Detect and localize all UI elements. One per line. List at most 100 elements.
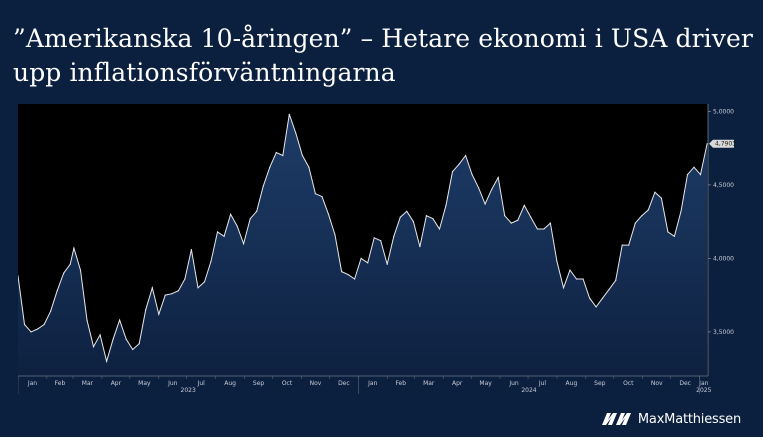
data-point bbox=[478, 187, 480, 189]
data-point bbox=[151, 287, 153, 289]
x-tick-label: May bbox=[138, 380, 151, 387]
data-point bbox=[497, 176, 499, 179]
data-point bbox=[216, 231, 219, 233]
data-point bbox=[406, 210, 408, 212]
data-point bbox=[334, 234, 336, 236]
data-point bbox=[132, 348, 134, 351]
data-point bbox=[634, 222, 636, 224]
data-point bbox=[445, 204, 447, 206]
data-point bbox=[295, 132, 297, 134]
data-point bbox=[510, 222, 512, 224]
data-point bbox=[530, 216, 532, 218]
x-tick-label: Dec bbox=[338, 380, 350, 387]
data-point bbox=[419, 246, 421, 248]
data-point bbox=[308, 166, 310, 168]
x-tick-label: Aug bbox=[224, 380, 236, 387]
x-tick-label: Feb bbox=[395, 380, 406, 387]
data-point bbox=[37, 328, 39, 330]
data-point bbox=[693, 166, 695, 168]
data-point bbox=[641, 215, 643, 217]
data-point bbox=[523, 204, 525, 206]
data-point bbox=[367, 262, 369, 264]
data-point bbox=[314, 193, 316, 195]
x-tick-label: May bbox=[479, 380, 492, 387]
data-point bbox=[230, 213, 232, 215]
data-point bbox=[341, 271, 343, 273]
data-point bbox=[458, 163, 460, 165]
y-tick-label: 4,0000 bbox=[713, 255, 734, 262]
x-tick-label: Jun bbox=[508, 380, 519, 387]
data-point bbox=[236, 225, 238, 227]
data-point bbox=[615, 279, 617, 281]
data-point bbox=[184, 278, 186, 280]
data-point bbox=[536, 228, 539, 230]
data-point bbox=[256, 210, 258, 212]
data-point bbox=[50, 310, 52, 312]
data-point bbox=[399, 216, 401, 218]
x-tick-label: Oct bbox=[282, 380, 293, 387]
data-point bbox=[112, 338, 114, 340]
y-tick-label: 4,5000 bbox=[713, 182, 734, 189]
year-label: 2025 bbox=[696, 387, 711, 394]
data-point bbox=[177, 290, 179, 292]
data-point bbox=[484, 203, 486, 205]
data-point bbox=[425, 215, 427, 217]
series-area bbox=[18, 114, 708, 377]
data-point bbox=[190, 249, 192, 251]
last-value-box bbox=[709, 139, 734, 148]
data-point bbox=[301, 154, 303, 157]
double-chevron-logo-icon bbox=[601, 413, 631, 425]
data-point bbox=[504, 215, 506, 217]
x-tick-label: Mar bbox=[82, 380, 94, 387]
x-tick-label: Sep bbox=[253, 380, 265, 387]
data-point bbox=[582, 278, 584, 280]
data-point bbox=[680, 210, 682, 212]
x-tick-label: Nov bbox=[310, 380, 322, 387]
y-tick-label: 5,0000 bbox=[713, 108, 734, 115]
data-point bbox=[210, 260, 212, 262]
data-point bbox=[569, 269, 571, 271]
data-point bbox=[647, 209, 649, 211]
data-point bbox=[79, 269, 82, 271]
data-point bbox=[491, 188, 493, 190]
data-point bbox=[197, 287, 199, 289]
data-point bbox=[30, 331, 32, 333]
x-tick-label: Nov bbox=[651, 380, 663, 387]
data-point bbox=[106, 360, 108, 362]
data-point bbox=[628, 244, 630, 246]
x-tick-label: Oct bbox=[623, 380, 634, 387]
brand-name: MaxMatthiessen bbox=[637, 411, 741, 427]
data-point bbox=[164, 294, 166, 296]
x-tick-label: Feb bbox=[55, 380, 66, 387]
data-point bbox=[43, 323, 45, 326]
x-tick-label: Jan bbox=[367, 380, 377, 387]
data-point bbox=[275, 151, 277, 154]
data-point bbox=[262, 185, 264, 187]
data-point bbox=[608, 288, 610, 290]
data-point bbox=[18, 275, 19, 277]
data-point bbox=[575, 278, 578, 280]
data-point bbox=[203, 281, 206, 283]
data-point bbox=[243, 243, 245, 245]
data-point bbox=[269, 166, 271, 168]
data-point bbox=[465, 154, 467, 157]
data-point bbox=[145, 309, 147, 311]
x-tick-label: Apr bbox=[452, 380, 463, 387]
data-point bbox=[699, 174, 702, 176]
x-tick-label: Dec bbox=[679, 380, 691, 387]
data-point bbox=[451, 171, 454, 173]
data-point bbox=[602, 297, 604, 299]
x-tick-label: Jul bbox=[197, 380, 206, 387]
data-point bbox=[63, 272, 65, 274]
data-point bbox=[99, 334, 101, 336]
data-point bbox=[158, 313, 160, 315]
data-point bbox=[373, 237, 375, 239]
chart: 5,0000 4,5000 4,0000 3,5000 4,7903 Jan Feb Mar… bbox=[18, 104, 742, 394]
data-point bbox=[549, 222, 552, 224]
data-point bbox=[380, 240, 382, 242]
x-tick-label: Jan bbox=[698, 380, 708, 387]
data-point bbox=[86, 319, 88, 321]
year-label: 2023 bbox=[181, 387, 196, 394]
data-point bbox=[706, 143, 708, 145]
data-point bbox=[119, 319, 121, 321]
